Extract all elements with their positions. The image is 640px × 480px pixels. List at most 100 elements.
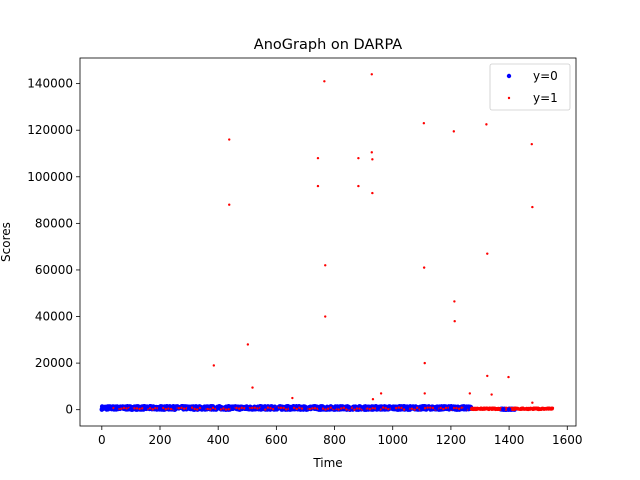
point-y1 [321, 407, 325, 410]
point-y1 [329, 406, 332, 409]
point-y1 [431, 406, 435, 410]
y-tick-label: 40000 [35, 310, 73, 324]
point-y1 [452, 406, 456, 410]
point-y1 [251, 406, 254, 410]
point-y1 [246, 343, 250, 346]
point-y0 [506, 407, 512, 412]
legend-label-y1: y=1 [533, 91, 558, 105]
point-y0 [375, 405, 381, 411]
x-tick-label: 1000 [377, 433, 408, 447]
point-y1 [453, 300, 456, 303]
point-y1 [292, 406, 296, 410]
point-y1 [311, 407, 314, 410]
point-y1 [413, 408, 416, 411]
point-y1 [209, 408, 212, 411]
x-tick-label: 1600 [552, 433, 583, 447]
point-y0 [390, 406, 395, 411]
x-tick-label: 600 [265, 433, 288, 447]
point-y0 [448, 405, 454, 411]
point-y1 [300, 407, 304, 410]
point-y1 [253, 406, 257, 409]
point-y1 [358, 407, 361, 410]
point-y1 [453, 319, 456, 323]
point-y1 [439, 406, 442, 410]
point-y1 [345, 408, 348, 411]
point-y1 [222, 407, 225, 410]
plot-area [99, 73, 555, 412]
point-y1 [379, 392, 383, 395]
point-y1 [455, 406, 458, 410]
point-y1 [211, 406, 215, 410]
point-y1 [162, 406, 165, 410]
point-y1 [193, 407, 196, 411]
point-y0 [317, 405, 323, 410]
point-y1 [198, 406, 202, 410]
chart-title: AnoGraph on DARPA [254, 37, 402, 53]
point-y1 [371, 407, 374, 410]
point-y1 [423, 392, 426, 395]
point-y1 [148, 407, 152, 410]
plot-frame [79, 57, 577, 427]
point-y1 [531, 205, 534, 209]
point-y1 [180, 406, 183, 409]
point-y0 [274, 406, 279, 412]
point-y0 [157, 406, 163, 411]
y-tick-label: 20000 [35, 356, 73, 370]
x-tick-label: 800 [323, 433, 346, 447]
x-tick-label: 400 [207, 433, 230, 447]
point-y1 [486, 252, 489, 255]
y-axis: 0 20000 40000 60000 80000 100000 120000 140000 [27, 77, 80, 417]
point-y0 [346, 405, 352, 410]
point-y1 [206, 407, 209, 411]
point-y0 [463, 406, 468, 411]
point-y1 [337, 408, 340, 411]
point-y1 [135, 407, 139, 410]
legend-label-y0: y=0 [533, 69, 558, 83]
legend-marker-y0 [506, 73, 512, 79]
point-y1 [224, 408, 228, 411]
point-y1 [371, 191, 374, 195]
point-y0 [99, 407, 105, 412]
point-y1 [125, 407, 128, 410]
point-y1 [374, 407, 377, 410]
point-y1 [256, 407, 259, 410]
point-y1 [444, 406, 448, 410]
point-y1 [264, 408, 267, 411]
point-y1 [507, 375, 510, 379]
point-y0 [245, 406, 250, 412]
point-y1 [177, 407, 181, 410]
point-y1 [452, 130, 456, 133]
point-y1 [282, 406, 285, 410]
point-y0 [419, 406, 425, 411]
point-y0 [361, 405, 366, 411]
point-y1 [316, 184, 320, 188]
point-y1 [429, 406, 432, 409]
point-y0 [288, 406, 294, 411]
y-tick-label: 0 [65, 403, 73, 417]
point-y1 [371, 398, 375, 401]
point-y1 [154, 406, 157, 410]
point-y1 [370, 73, 373, 76]
point-y1 [387, 407, 390, 411]
point-y1 [279, 406, 283, 410]
point-y1 [271, 408, 275, 411]
x-axis-label: Time [312, 456, 342, 470]
point-y1 [120, 407, 123, 410]
x-tick-label: 200 [149, 433, 172, 447]
point-y1 [485, 123, 488, 126]
point-y1 [397, 406, 401, 409]
point-y1 [295, 407, 298, 411]
point-y0 [128, 406, 134, 412]
point-y1 [196, 408, 199, 411]
point-y1 [410, 407, 414, 410]
point-y1 [243, 407, 246, 410]
point-y1 [285, 408, 288, 411]
point-y1 [323, 80, 326, 83]
point-y1 [340, 407, 343, 410]
point-y1 [324, 315, 327, 318]
y-tick-label: 120000 [27, 123, 73, 137]
point-y0 [186, 406, 192, 411]
point-y1 [460, 406, 463, 409]
point-y1 [423, 406, 427, 410]
